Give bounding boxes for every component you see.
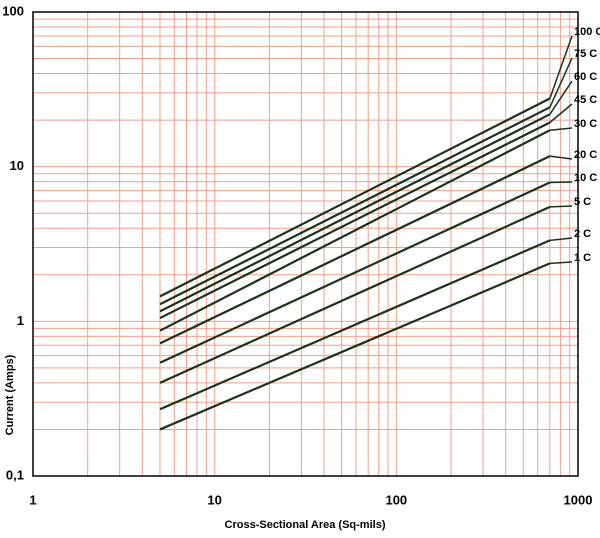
series-line	[159, 205, 551, 384]
label-connector	[549, 181, 573, 184]
label-connector	[549, 205, 573, 208]
legend-label: 20 C	[574, 149, 597, 161]
legend-label: 60 C	[574, 71, 597, 83]
grid	[32, 11, 579, 477]
series-line	[159, 106, 551, 306]
label-connector	[549, 103, 573, 124]
legend-label: 100 C	[574, 26, 600, 38]
x-tick-label: 10	[207, 492, 221, 507]
x-axis-label: Cross-Sectional Area (Sq-mils)	[225, 519, 386, 531]
legend-label: 5 C	[574, 196, 591, 208]
legend-label: 30 C	[574, 118, 597, 130]
label-connector	[549, 237, 573, 242]
legend-label: 75 C	[574, 48, 597, 60]
x-tick-label: 1000	[564, 492, 593, 507]
label-connector	[549, 261, 573, 265]
series-line	[159, 155, 551, 345]
y-tick-label: 100	[2, 3, 24, 18]
y-axis-label: Current (Amps)	[4, 354, 16, 435]
legend-label: 45 C	[574, 94, 597, 106]
label-connector	[549, 155, 573, 160]
series-line	[159, 262, 551, 431]
series-line	[159, 113, 551, 313]
label-connector	[549, 35, 573, 99]
series-line	[159, 121, 551, 320]
x-tick-label: 100	[385, 492, 407, 507]
y-tick-label: 1	[17, 313, 24, 328]
plot-frame	[32, 11, 579, 477]
legend-label: 1 C	[574, 252, 591, 264]
label-connector	[549, 80, 573, 115]
series-line	[159, 97, 551, 298]
y-tick-label: 0,1	[6, 467, 24, 482]
legend-label: 10 C	[574, 172, 597, 184]
x-tick-label: 1	[29, 492, 36, 507]
y-tick-label: 10	[10, 158, 24, 173]
label-connector	[549, 57, 573, 108]
series-line	[159, 129, 551, 332]
legend-label: 2 C	[574, 228, 591, 240]
series-line	[159, 181, 551, 364]
series-line	[159, 239, 551, 411]
label-connector	[549, 127, 573, 131]
plot	[159, 35, 573, 431]
